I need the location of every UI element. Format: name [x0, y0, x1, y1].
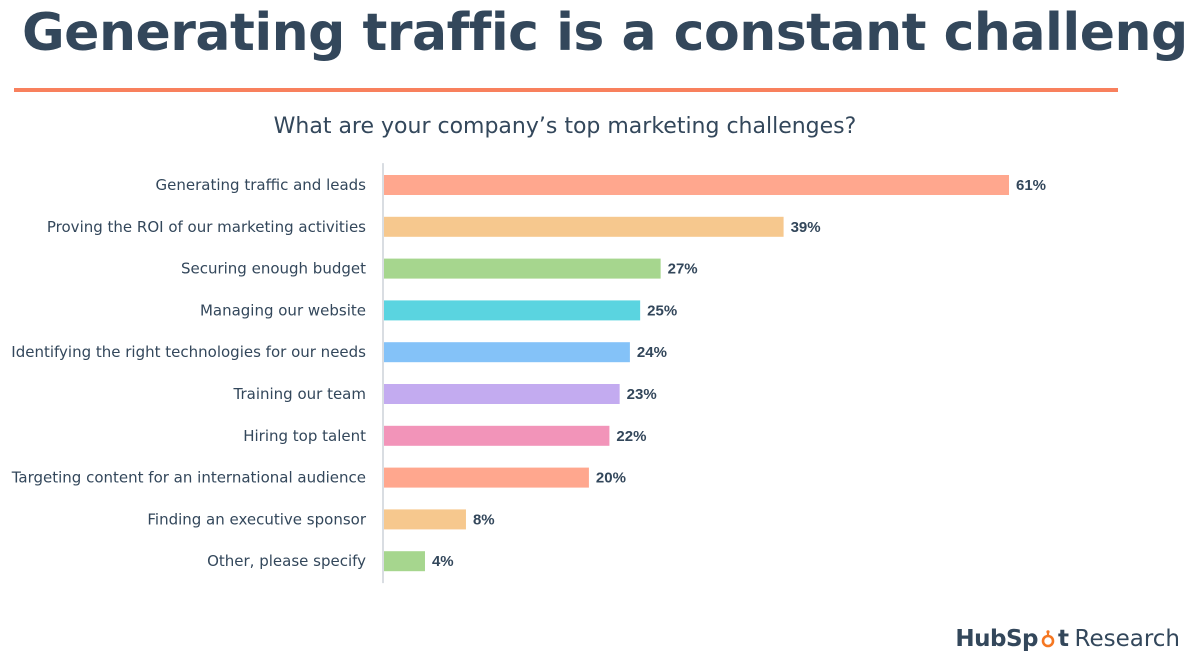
value-label: 25% — [647, 302, 677, 319]
bar — [384, 467, 589, 488]
category-label: Identifying the right technologies for o… — [11, 343, 366, 361]
category-label: Hiring top talent — [243, 427, 366, 445]
bar — [384, 342, 630, 363]
bar — [384, 175, 1009, 195]
slide-title: Generating traffic is a constant challen… — [22, 3, 1190, 63]
brand-hub-text: HubSp — [955, 626, 1038, 652]
category-label: Other, please specify — [207, 552, 366, 570]
hubspot-research-logo: HubSp t Research — [955, 626, 1180, 652]
value-label: 8% — [473, 511, 495, 528]
bar — [384, 384, 620, 404]
bar — [384, 300, 641, 321]
value-label: 4% — [432, 553, 454, 570]
chart-title: What are your company’s top marketing ch… — [273, 114, 857, 139]
category-label: Managing our website — [200, 301, 366, 319]
value-label: 24% — [637, 344, 667, 361]
bar — [384, 425, 610, 446]
category-label: Proving the ROI of our marketing activit… — [47, 218, 366, 236]
bar — [384, 258, 661, 279]
sprocket-icon — [1041, 630, 1055, 648]
bar — [384, 551, 425, 572]
category-label: Training our team — [233, 385, 367, 403]
value-label: 39% — [791, 219, 821, 236]
bar — [384, 216, 784, 237]
category-label: Targeting content for an international a… — [11, 469, 366, 487]
value-label: 20% — [596, 470, 626, 487]
category-label: Securing enough budget — [181, 260, 366, 278]
brand-hub-text-end: t — [1058, 626, 1069, 652]
value-label: 22% — [616, 428, 646, 445]
title-divider — [14, 88, 1118, 92]
value-label: 27% — [668, 261, 698, 278]
category-label: Finding an executive sponsor — [147, 510, 366, 528]
value-label: 23% — [627, 386, 657, 403]
brand-research-text: Research — [1074, 626, 1181, 652]
bar — [384, 509, 466, 530]
category-label: Generating traffic and leads — [156, 176, 367, 194]
value-label: 61% — [1016, 177, 1046, 194]
